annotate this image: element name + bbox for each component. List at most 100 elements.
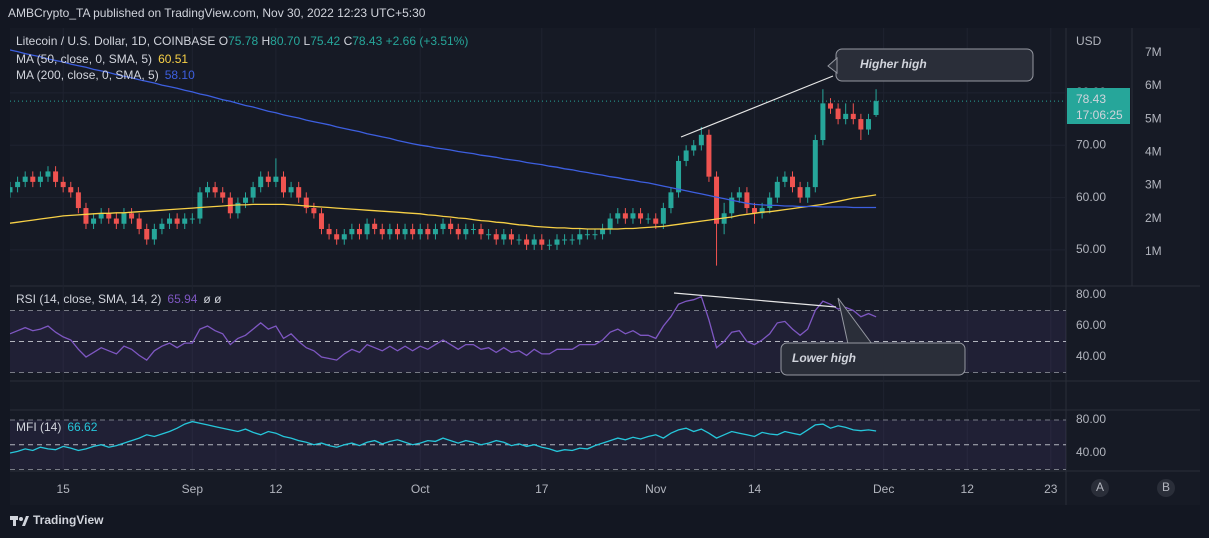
- button-b[interactable]: [1157, 479, 1175, 497]
- series-line: [10, 295, 877, 361]
- candle-body: [129, 213, 135, 219]
- candle-body: [736, 192, 742, 198]
- candle-body: [865, 119, 871, 130]
- x-tick-label: 23: [1044, 482, 1058, 496]
- annotation-text: Lower high: [792, 351, 856, 365]
- button-label[interactable]: A: [1096, 480, 1104, 494]
- candle-body: [189, 218, 195, 220]
- indicator-legend: RSI (14, close, SMA, 14, 2) 65.94 ø ø: [16, 292, 222, 306]
- price-tag: [1067, 88, 1130, 124]
- candle-body: [258, 176, 264, 188]
- candle-body: [827, 103, 833, 109]
- candle-body: [288, 187, 294, 193]
- x-tick-label: 14: [748, 482, 762, 496]
- ohlc-value: 75.42: [310, 34, 340, 48]
- countdown: 17:06:25: [1076, 108, 1123, 122]
- candle-body: [660, 208, 666, 224]
- candle-body: [83, 208, 89, 224]
- candle-body: [417, 228, 423, 235]
- candle-body: [265, 176, 271, 182]
- candle-body: [797, 187, 803, 198]
- candle-body: [858, 119, 864, 130]
- candle-body: [334, 234, 340, 240]
- y2-tick-label: 2M: [1145, 211, 1162, 225]
- candle-body: [356, 228, 362, 235]
- y-tick-label: 60.00: [1076, 190, 1106, 204]
- candle-body: [22, 176, 28, 182]
- candle-body: [167, 218, 173, 224]
- symbol-title: Litecoin / U.S. Dollar, 1D, COINBASE: [16, 34, 215, 48]
- x-tick-label: 17: [535, 482, 549, 496]
- candle-body: [280, 176, 286, 193]
- candle-body: [569, 239, 575, 241]
- ohlc-letter: H: [261, 34, 270, 48]
- y2-tick-label: 5M: [1145, 111, 1162, 125]
- y-tick-label: 60.00: [1076, 318, 1106, 332]
- series-line: [10, 420, 877, 454]
- y-tick-label: 70.00: [1076, 137, 1106, 151]
- y-tick-label: 80.00: [1076, 287, 1106, 301]
- x-tick-label: Dec: [873, 482, 894, 496]
- candle-body: [782, 176, 788, 182]
- button-a[interactable]: [1091, 479, 1109, 497]
- legend-name: MFI (14): [16, 420, 61, 434]
- candle-body: [645, 218, 651, 220]
- candle-body: [676, 160, 682, 193]
- candle-body: [387, 228, 393, 235]
- panel-borders: [10, 28, 1200, 505]
- candle-body: [501, 234, 507, 240]
- candle-body: [562, 239, 568, 241]
- panel: [10, 49, 1066, 266]
- candle-body: [250, 187, 256, 198]
- candle-body: [235, 202, 241, 214]
- candle-body: [220, 192, 226, 198]
- candle-body: [759, 208, 765, 214]
- candle-body: [691, 145, 697, 151]
- candle-body: [182, 218, 188, 224]
- candle-body: [805, 187, 811, 198]
- candle-body: [812, 140, 818, 188]
- candle-body: [432, 228, 438, 235]
- candle-body: [341, 234, 347, 240]
- candle-body: [425, 228, 431, 235]
- candle-body: [60, 181, 66, 188]
- button-label[interactable]: B: [1162, 480, 1170, 494]
- series-line: [10, 194, 877, 230]
- publisher-header: AMBCrypto_TA published on TradingView.co…: [8, 6, 426, 20]
- candle-body: [372, 223, 378, 229]
- candle-body: [379, 228, 385, 235]
- candle-body: [318, 213, 324, 229]
- legend-value: 65.94: [167, 292, 197, 306]
- symbol-legend: Litecoin / U.S. Dollar, 1D, COINBASE O 75…: [16, 34, 468, 48]
- candle-body: [615, 213, 621, 219]
- ohlc-value: 80.70: [270, 34, 300, 48]
- candle-body: [440, 223, 446, 229]
- price-change: +2.66 (+3.51%): [386, 34, 469, 48]
- candle-body: [98, 213, 104, 219]
- trend-line: [673, 292, 837, 308]
- candle-body: [296, 187, 302, 198]
- legend-name: MA (200, close, 0, SMA, 5): [16, 68, 159, 82]
- y-tick-label: 40.00: [1076, 445, 1106, 459]
- candle-body: [524, 239, 530, 245]
- candle-body: [668, 192, 674, 209]
- y2-tick-label: 4M: [1145, 145, 1162, 159]
- ohlc-letter: O: [219, 34, 228, 48]
- candle-body: [478, 228, 484, 235]
- candle-body: [470, 228, 476, 230]
- candle-body: [546, 244, 552, 246]
- candle-body: [136, 218, 142, 229]
- candle-body: [752, 208, 758, 214]
- candle-body: [174, 218, 180, 224]
- candle-body: [45, 171, 51, 177]
- candle-body: [607, 218, 613, 229]
- candle-body: [106, 213, 112, 219]
- candle-body: [630, 213, 636, 219]
- x-tick-label: 12: [961, 482, 975, 496]
- candle-body: [121, 213, 127, 224]
- ohlc-value: 78.43: [352, 34, 382, 48]
- candle-body: [243, 197, 249, 203]
- candle-body: [205, 187, 211, 193]
- candle-body: [68, 187, 74, 193]
- candle-body: [486, 234, 492, 236]
